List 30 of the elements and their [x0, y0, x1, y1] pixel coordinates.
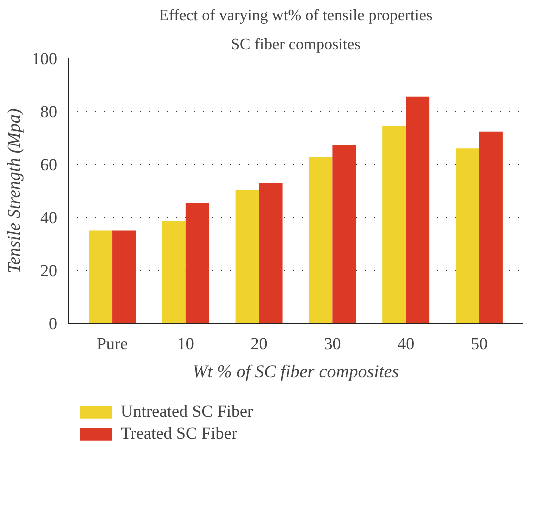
x-tick-label: 40 [398, 334, 415, 354]
y-tick-label: 0 [49, 314, 58, 334]
bar [479, 132, 503, 324]
bar [186, 203, 210, 324]
x-axis-title: Wt % of SC fiber composites [192, 362, 400, 382]
legend-label: Untreated SC Fiber [121, 402, 254, 422]
bar [309, 157, 333, 324]
y-tick-label: 60 [40, 156, 58, 174]
chart-title: Effect of varying wt% of tensile properties [159, 8, 433, 24]
x-tick-label: 10 [177, 334, 194, 354]
bar [162, 221, 186, 324]
bar [332, 145, 356, 324]
y-tick-label: 20 [40, 262, 58, 280]
y-tick-label: 40 [40, 208, 58, 228]
y-tick-label: 100 [32, 50, 58, 68]
bar [89, 230, 113, 324]
bar [259, 183, 283, 324]
bar [382, 126, 406, 324]
y-tick-label: 80 [40, 102, 58, 122]
y-axis-title: Tensile Strength (Mpa) [4, 108, 24, 274]
bar [406, 96, 430, 324]
x-tick-label: 50 [470, 334, 488, 354]
bar [112, 230, 136, 324]
bar [456, 148, 480, 324]
x-tick-label: 20 [250, 334, 268, 354]
bar [236, 190, 260, 324]
x-tick-label: 30 [324, 334, 342, 354]
x-tick-label: Pure [96, 334, 128, 354]
chart-subtitle: SC fiber composites [231, 36, 361, 54]
legend-label: Treated SC Fiber [121, 424, 238, 444]
